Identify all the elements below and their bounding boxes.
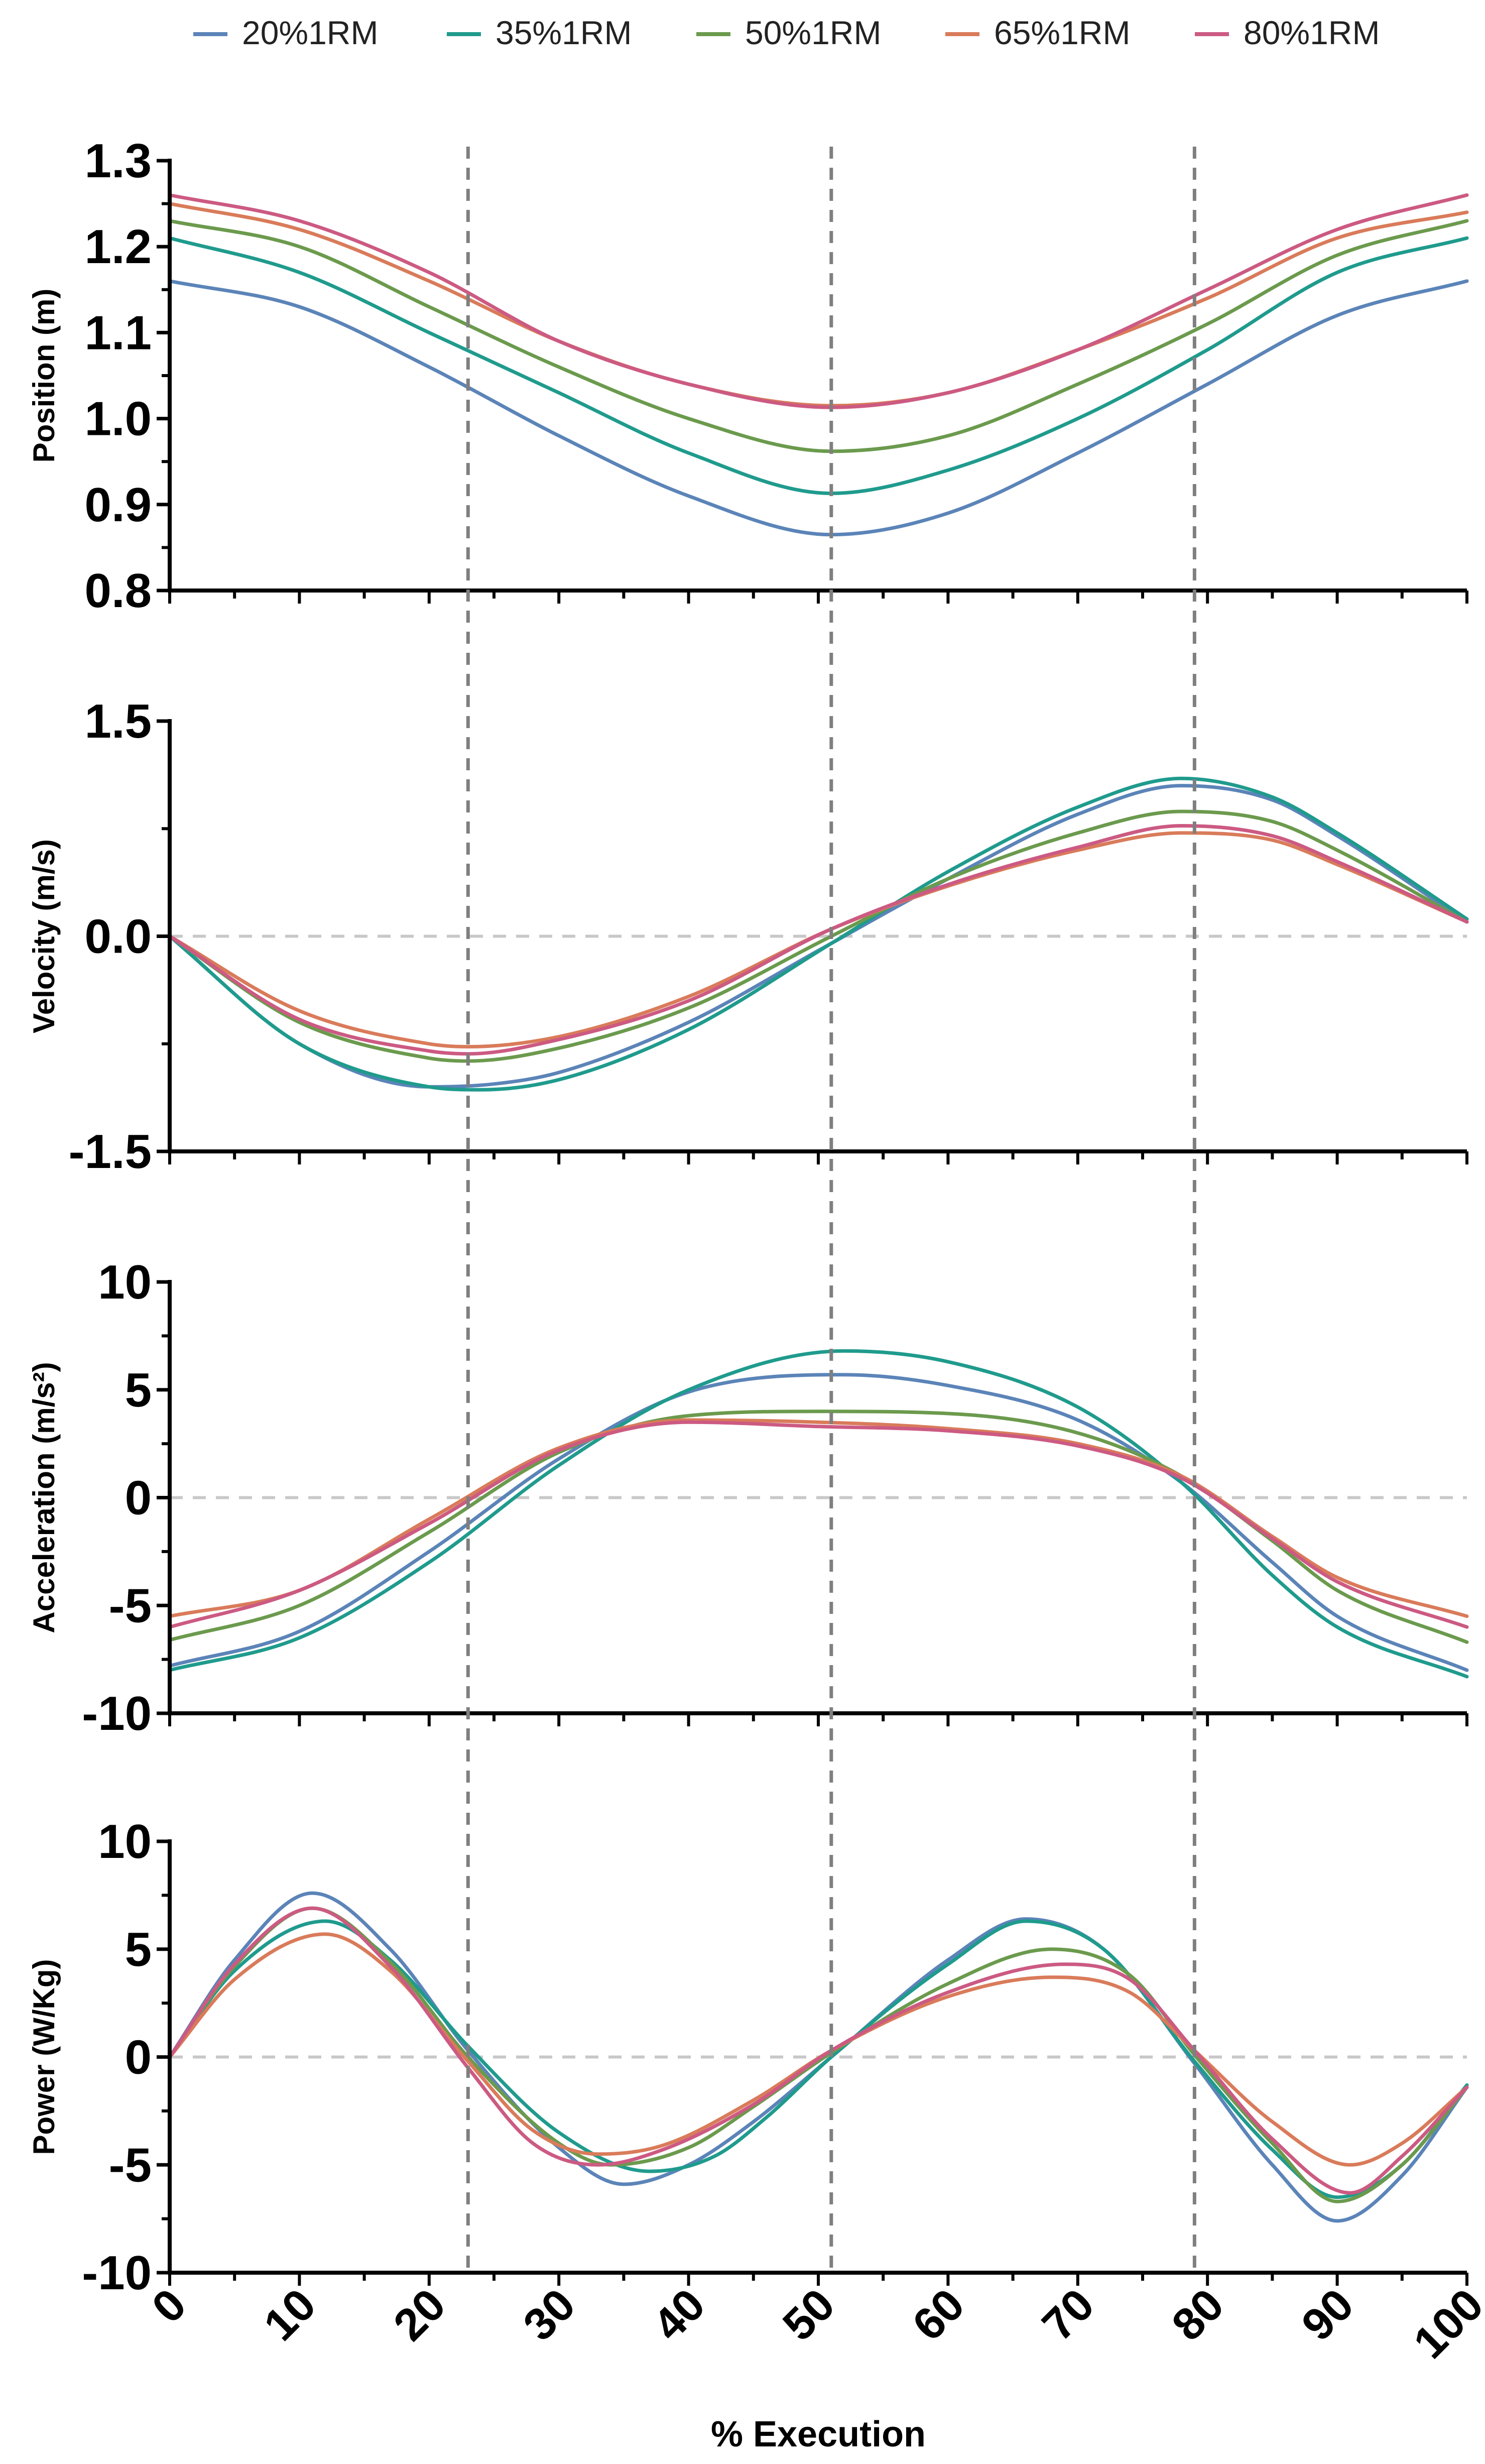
y-axis-title: Position (m) [27, 289, 61, 463]
y-tick-label: 0.0 [85, 910, 152, 964]
x-axis: 0 10 20 30 40 50 60 70 80 90 100% Execution [143, 2279, 1485, 2454]
x-tick-label: 50 [774, 2279, 844, 2350]
y-tick-label: -10 [82, 2246, 152, 2300]
legend-item-65-1rm: 65%1RM [945, 14, 1130, 51]
y-axis-title: Velocity (m/s) [27, 839, 61, 1033]
series-line-20-1rm [168, 1373, 1469, 1672]
panel-velocity-m-s: -1.5 0.0 1.5 Velocity (m/s) [27, 694, 1469, 1179]
y-tick-label: -1.5 [69, 1125, 152, 1179]
y-tick-label: -5 [109, 1579, 152, 1632]
y-tick-label: 0.8 [85, 564, 152, 618]
legend-item-80-1rm: 80%1RM [1195, 14, 1380, 51]
x-tick-label: 70 [1033, 2279, 1103, 2350]
x-tick-label: 10 [255, 2279, 325, 2350]
panel-position-m: 0.8 0.9 1.0 1.1 1.2 1.3 Position (m) [27, 134, 1469, 618]
legend: 20%1RM 35%1RM 50%1RM 65%1RM 80%1RM [193, 14, 1380, 51]
y-tick-label: 1.0 [85, 392, 152, 446]
panel-power-w-kg: -10 -5 0 5 10 Power (W/Kg) [27, 1815, 1469, 2300]
y-tick-label: 10 [98, 1255, 152, 1309]
series-line-80-1rm [168, 1420, 1469, 1629]
series-line-50-1rm [168, 1906, 1469, 2203]
x-tick-label: 80 [1163, 2279, 1233, 2350]
series-line-50-1rm [168, 1410, 1469, 1644]
y-tick-label: 1.2 [85, 220, 152, 274]
series-line-80-1rm [168, 1906, 1469, 2195]
legend-label: 35%1RM [496, 14, 632, 51]
x-tick-label: 30 [514, 2279, 585, 2350]
panels: 0.8 0.9 1.0 1.1 1.2 1.3 Position (m) -1.5 0.0 1.5… [27, 134, 1469, 2300]
legend-item-50-1rm: 50%1RM [696, 14, 881, 51]
y-tick-label: 1.3 [85, 134, 152, 188]
y-tick-label: 1.5 [85, 694, 152, 748]
y-axis-title: Power (W/Kg) [27, 1959, 61, 2155]
legend-label: 65%1RM [994, 14, 1130, 51]
legend-label: 80%1RM [1244, 14, 1380, 51]
series-line-65-1rm [168, 202, 1469, 408]
phase-markers [466, 147, 1196, 2273]
y-tick-label: 0.9 [85, 478, 152, 532]
x-tick-label: 20 [384, 2279, 455, 2350]
legend-label: 50%1RM [745, 14, 881, 51]
y-tick-label: 5 [125, 1363, 152, 1417]
series-line-80-1rm [168, 824, 1469, 1056]
x-tick-label: 40 [644, 2279, 714, 2350]
legend-label: 20%1RM [242, 14, 378, 51]
series-line-35-1rm [168, 1349, 1469, 1679]
legend-item-20-1rm: 20%1RM [193, 14, 378, 51]
y-tick-label: 1.1 [85, 306, 152, 360]
x-axis-title: % Execution [711, 2414, 926, 2454]
x-tick-label: 100 [1404, 2279, 1485, 2368]
y-axis-title: Acceleration (m/s²) [27, 1362, 61, 1633]
series-line-80-1rm [168, 193, 1469, 409]
y-tick-label: 0 [125, 1471, 152, 1525]
x-tick-label: 60 [903, 2279, 974, 2350]
series-line-65-1rm [168, 1932, 1469, 2167]
y-tick-label: 10 [98, 1815, 152, 1868]
y-tick-label: 5 [125, 1923, 152, 1976]
y-tick-label: -5 [109, 2138, 152, 2192]
legend-item-35-1rm: 35%1RM [447, 14, 632, 51]
panel-acceleration-m-s: -10 -5 0 5 10 Acceleration (m/s²) [27, 1255, 1469, 1740]
series-line-35-1rm [168, 776, 1469, 1092]
series-line-65-1rm [168, 831, 1469, 1048]
y-tick-label: -10 [82, 1687, 152, 1740]
series-line-65-1rm [168, 1418, 1469, 1618]
x-tick-label: 90 [1292, 2279, 1363, 2350]
y-tick-label: 0 [125, 2031, 152, 2084]
